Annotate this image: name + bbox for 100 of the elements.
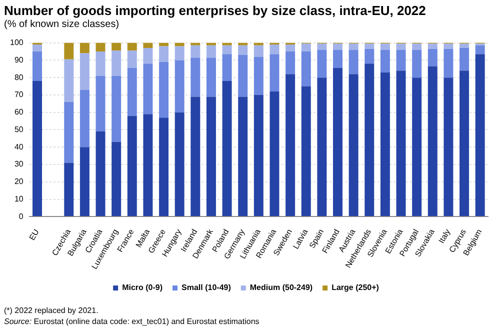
bar	[143, 114, 153, 216]
bar	[348, 44, 358, 50]
bar	[333, 50, 342, 68]
y-tick-label: 100	[10, 38, 24, 48]
bar	[174, 42, 184, 46]
bar	[80, 42, 90, 54]
bar	[380, 72, 390, 216]
bar	[286, 74, 296, 216]
bar	[254, 56, 264, 95]
text: (*) 2022 replaced by 2021.	[4, 305, 100, 316]
bar	[190, 96, 200, 216]
bar	[206, 45, 216, 58]
bar	[112, 76, 122, 142]
bar	[444, 44, 454, 49]
bar	[286, 44, 296, 52]
bar	[190, 42, 200, 46]
bar	[317, 78, 327, 216]
bar	[112, 142, 122, 216]
chart-subtitle: (% of known size classes)	[4, 19, 120, 30]
bar	[348, 50, 358, 74]
bar	[222, 45, 232, 54]
legend-label: Large (250+)	[332, 283, 380, 292]
bar	[317, 44, 327, 50]
bar	[222, 54, 232, 82]
bar	[80, 147, 90, 216]
bar	[348, 74, 358, 216]
bar	[159, 42, 169, 46]
bar	[396, 44, 406, 50]
bar	[143, 64, 153, 114]
bar	[412, 50, 422, 78]
y-tick-label: 10	[14, 194, 24, 204]
chart-title: Number of goods importing enterprises by size class, intra-EU, 2022	[4, 3, 426, 18]
bar	[143, 48, 153, 64]
bar	[127, 42, 137, 51]
bar	[301, 44, 311, 52]
bar	[396, 70, 406, 216]
bar	[475, 45, 485, 54]
bar	[317, 50, 327, 78]
bar	[301, 86, 311, 216]
bar	[428, 44, 438, 49]
bar	[80, 90, 90, 148]
bar	[238, 54, 248, 97]
y-tick-label: 50	[14, 124, 24, 134]
bar	[112, 42, 122, 51]
bar	[444, 78, 454, 216]
bar	[127, 50, 137, 68]
legend-label: Micro (0-9)	[122, 283, 163, 292]
bar	[412, 44, 422, 50]
bar	[270, 91, 280, 216]
bar	[444, 48, 454, 78]
bar	[96, 131, 106, 216]
bar	[254, 94, 264, 216]
legend-label: Small (10-49)	[182, 283, 232, 292]
bar	[190, 58, 200, 97]
bar	[333, 68, 342, 216]
bar	[80, 53, 90, 90]
bar	[380, 50, 390, 72]
bar	[254, 45, 264, 57]
bar	[270, 44, 280, 54]
bar	[64, 102, 74, 163]
bar	[428, 48, 438, 66]
bar	[159, 46, 169, 62]
bar	[96, 51, 106, 76]
bar	[270, 54, 280, 92]
bar	[174, 60, 184, 112]
x-tick-label: EU	[28, 228, 41, 242]
bar	[460, 70, 470, 216]
y-tick-label: 20	[14, 177, 24, 186]
bar	[333, 44, 342, 50]
bar	[396, 50, 406, 71]
bar	[143, 42, 153, 48]
bar	[460, 44, 470, 48]
bar	[222, 42, 232, 46]
bar	[206, 42, 216, 46]
bar	[190, 45, 200, 58]
bar	[112, 50, 122, 76]
bar	[64, 59, 74, 102]
bar	[475, 54, 485, 216]
y-tick-label: 70	[14, 90, 24, 100]
legend-label: Medium (50-249)	[250, 283, 313, 292]
bar	[238, 42, 248, 46]
bar	[96, 42, 106, 52]
bar	[254, 42, 264, 46]
y-tick-label: 60	[14, 108, 24, 117]
bar	[32, 51, 42, 82]
bar	[301, 51, 311, 86]
source-note: Source: Eurostat (online data code: ext_tec01) and Eurostat estimations	[4, 316, 260, 327]
y-tick-label: 40	[14, 142, 24, 152]
bar	[286, 51, 296, 74]
bar	[238, 96, 248, 216]
bar	[206, 58, 216, 97]
y-tick-label: 30	[14, 160, 24, 169]
bar	[159, 118, 169, 216]
bar	[174, 112, 184, 216]
bar	[96, 76, 106, 132]
y-tick-label: 0	[18, 212, 24, 221]
bar	[460, 48, 470, 71]
bar	[364, 64, 374, 216]
bar	[412, 78, 422, 216]
bar	[206, 96, 216, 216]
